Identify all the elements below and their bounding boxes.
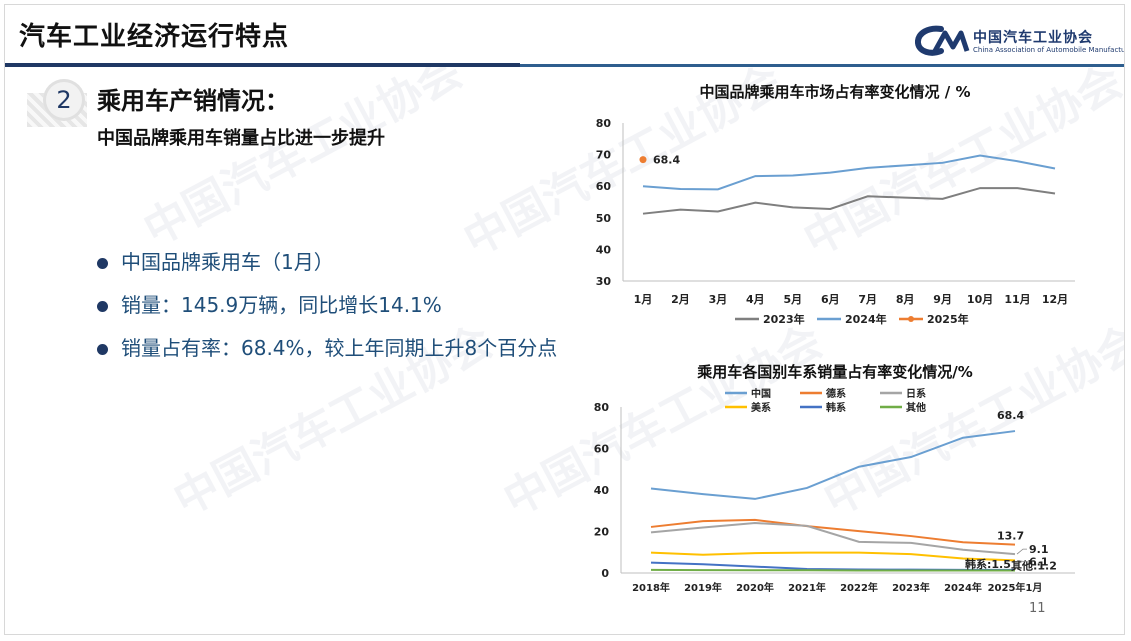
y-tick-label: 80 xyxy=(596,117,612,130)
logo: 中国汽车工业协会 China Association of Automobile… xyxy=(915,25,1124,59)
section-title: 乘用车产销情况： xyxy=(97,87,289,115)
x-tick-label: 2月 xyxy=(671,293,690,306)
logo-subtext: China Association of Automobile Manufact… xyxy=(973,46,1125,54)
x-tick-label: 1月 xyxy=(634,293,653,306)
x-tick-label: 4月 xyxy=(746,293,765,306)
series-line xyxy=(650,430,1016,500)
data-point xyxy=(639,156,647,164)
data-label: 68.4 xyxy=(997,409,1024,422)
page-title: 汽车工业经济运行特点 xyxy=(19,22,290,52)
x-tick-label: 2018年 xyxy=(632,581,670,594)
x-tick-label: 12月 xyxy=(1042,293,1068,306)
y-tick-label: 80 xyxy=(594,401,610,414)
data-label: 68.4 xyxy=(653,154,680,167)
y-tick-label: 50 xyxy=(596,212,612,225)
x-tick-label: 2023年 xyxy=(892,581,930,594)
x-tick-label: 2024年 xyxy=(944,581,982,594)
legend-label: 美系 xyxy=(751,401,771,414)
chart-title: 中国品牌乘用车市场占有率变化情况 / % xyxy=(700,83,971,101)
market-share-chart: 中国品牌乘用车市场占有率变化情况 / % 30 40 50 60 70 80 1月 2月 3月 4月… xyxy=(596,83,1075,326)
header-divider xyxy=(520,64,1124,67)
y-tick-label: 30 xyxy=(596,275,612,288)
data-label: 6.1 xyxy=(1029,555,1049,568)
page-number: 11 xyxy=(1029,601,1046,616)
legend-label: 日系 xyxy=(906,387,926,400)
series-line xyxy=(642,187,1056,215)
legend-label: 其他 xyxy=(906,401,926,414)
leader-line xyxy=(1016,559,1027,562)
bullet-item: 销量占有率：68.4%，较上年同期上升8个百分点 xyxy=(93,331,563,366)
series-line xyxy=(650,518,1016,546)
slide: 中国汽车工业协会 中国汽车工业协会 中国汽车工业协会 中国汽车工业协会 中国汽车… xyxy=(4,4,1125,635)
data-label: 其他:1.2 xyxy=(1011,559,1057,573)
x-tick-label: 3月 xyxy=(709,293,728,306)
x-tick-label: 9月 xyxy=(933,293,952,306)
legend-label: 2023年 xyxy=(763,312,805,326)
x-tick-label: 2025年1月 xyxy=(988,581,1043,594)
series-line xyxy=(650,551,1016,562)
legend-marker xyxy=(908,316,914,322)
bullet-list: 中国品牌乘用车（1月） 销量：145.9万辆，同比增长14.1% 销量占有率：6… xyxy=(93,245,563,374)
y-tick-label: 60 xyxy=(594,443,610,456)
y-tick-label: 60 xyxy=(596,180,612,193)
x-tick-label: 8月 xyxy=(896,293,915,306)
logo-text: 中国汽车工业协会 xyxy=(973,30,1093,46)
caam-logo-icon xyxy=(915,25,970,56)
x-tick-label: 2021年 xyxy=(788,581,826,594)
x-tick-label: 2022年 xyxy=(840,581,878,594)
data-label: 9.1 xyxy=(1029,543,1049,556)
header-divider xyxy=(5,63,520,67)
section-number: 2 xyxy=(43,79,85,121)
x-tick-label: 11月 xyxy=(1004,293,1030,306)
chart-title: 乘用车各国别车系销量占有率变化情况/% xyxy=(696,363,973,381)
y-tick-label: 20 xyxy=(594,526,610,539)
leader-line xyxy=(1016,548,1027,555)
series-line xyxy=(642,154,1056,191)
series-line xyxy=(650,561,1015,571)
data-label: 韩系:1.5 xyxy=(965,557,1011,571)
header: 汽车工业经济运行特点 中国汽车工业协会 China Association of… xyxy=(5,5,1124,65)
x-tick-label: 7月 xyxy=(858,293,877,306)
x-tick-label: 2020年 xyxy=(736,581,774,594)
bullet-item: 中国品牌乘用车（1月） xyxy=(93,245,563,280)
x-tick-label: 10月 xyxy=(967,293,993,306)
section-subtitle: 中国品牌乘用车销量占比进一步提升 xyxy=(97,128,385,149)
legend-label: 韩系 xyxy=(826,401,846,414)
y-tick-label: 70 xyxy=(596,149,612,162)
x-tick-label: 2019年 xyxy=(684,581,722,594)
legend-label: 中国 xyxy=(751,387,771,400)
y-tick-label: 40 xyxy=(596,243,612,256)
y-tick-label: 40 xyxy=(594,484,610,497)
legend-label: 2024年 xyxy=(845,312,887,326)
data-label: 13.7 xyxy=(997,530,1024,543)
series-line xyxy=(650,568,1015,572)
bullet-item: 销量：145.9万辆，同比增长14.1% xyxy=(93,288,563,323)
legend-label: 德系 xyxy=(825,387,846,400)
y-tick-label: 0 xyxy=(601,567,609,580)
legend-label: 2025年 xyxy=(927,312,969,326)
x-tick-label: 5月 xyxy=(783,293,802,306)
x-tick-label: 6月 xyxy=(821,293,840,306)
series-line xyxy=(650,521,1016,556)
